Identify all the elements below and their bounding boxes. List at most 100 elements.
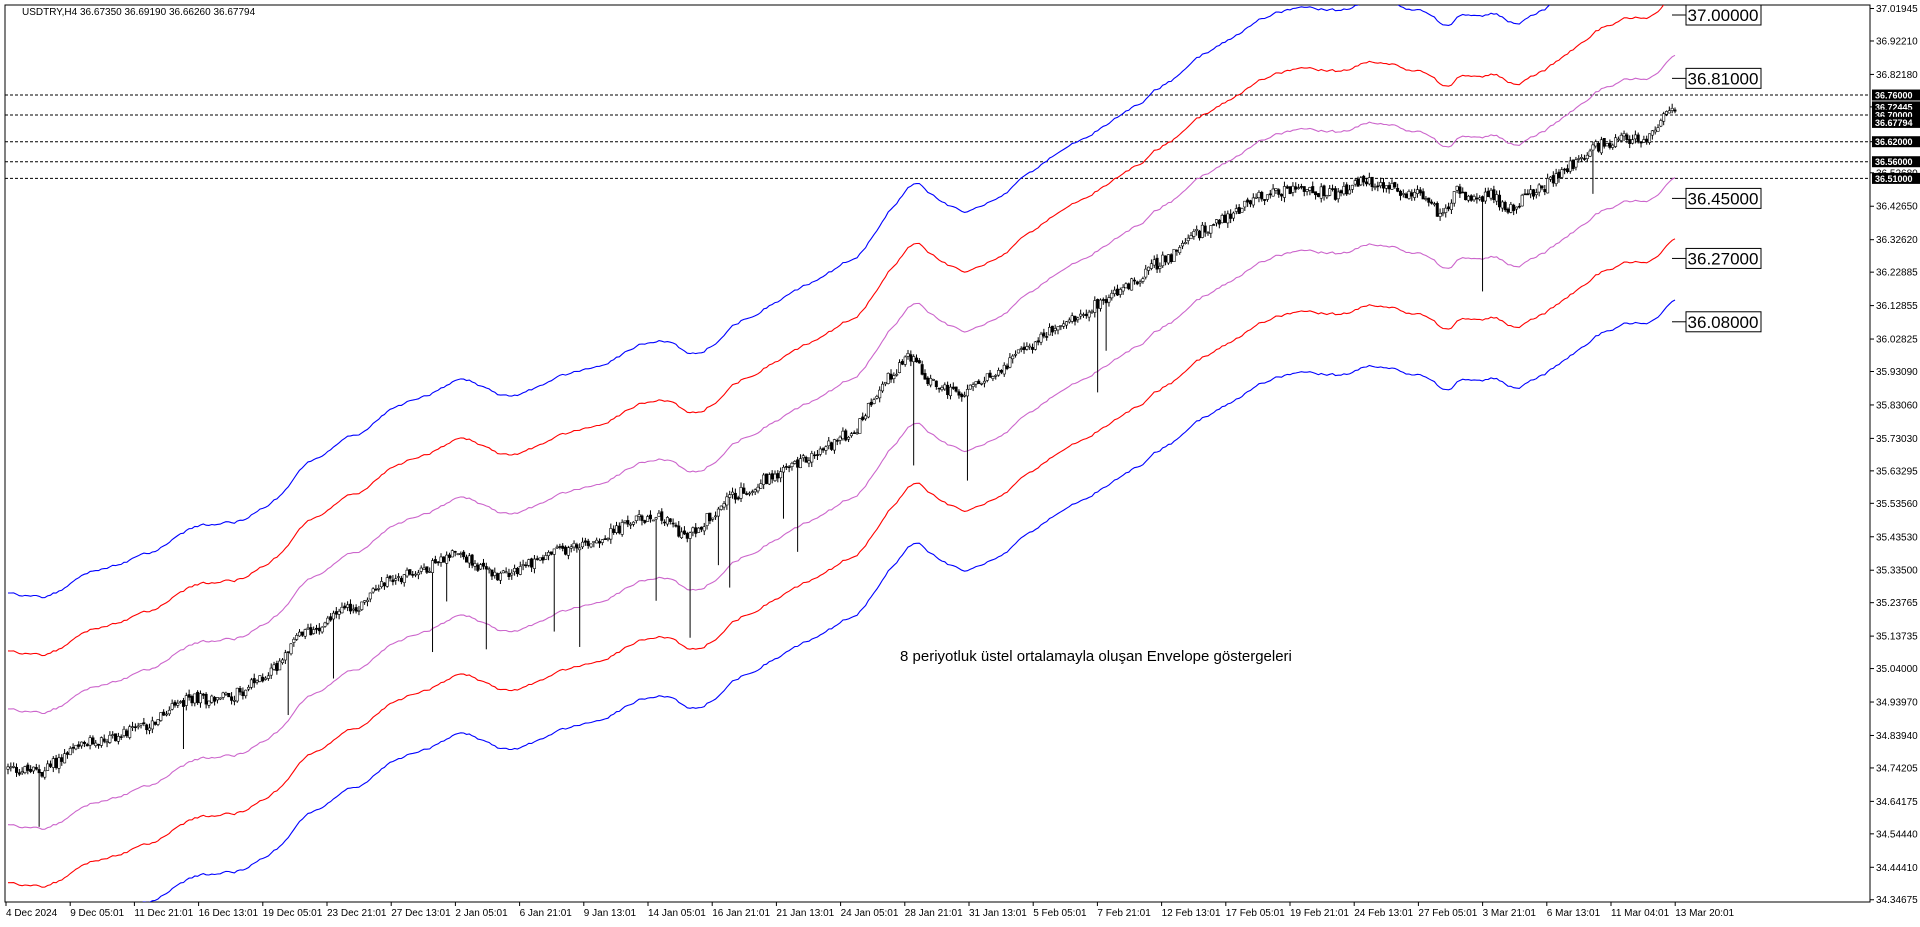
candle-body	[864, 415, 868, 420]
candle	[266, 672, 270, 681]
candle-body	[824, 446, 828, 451]
candle	[1045, 331, 1049, 341]
candle	[399, 575, 403, 585]
candle-body	[1568, 160, 1572, 172]
candle	[677, 521, 681, 538]
candle	[136, 722, 140, 730]
axes: 37.01945 36.92210 36.82180 36.72445 36.62000…	[5, 4, 1920, 919]
candle	[261, 673, 265, 683]
candle	[207, 700, 211, 709]
candle	[549, 551, 553, 556]
candle	[1101, 297, 1105, 305]
candle-body	[948, 386, 952, 397]
candle	[247, 684, 251, 692]
candle-body	[105, 741, 109, 744]
level-label-text: 37.00000	[1688, 6, 1759, 25]
candle-body	[148, 727, 152, 731]
candle	[1526, 189, 1530, 196]
candle	[581, 537, 585, 550]
candle-body	[1500, 201, 1504, 209]
candle	[838, 435, 842, 445]
candle	[82, 740, 86, 748]
candle-body	[323, 622, 327, 627]
candle-body	[906, 353, 910, 357]
candle-body	[382, 582, 386, 587]
candle-body	[442, 556, 446, 563]
candle-body	[569, 546, 573, 549]
candle	[416, 569, 420, 580]
candle-body	[360, 601, 364, 610]
candle	[43, 766, 47, 780]
candle-body	[1223, 214, 1227, 223]
candle-body	[810, 453, 814, 463]
candle-body	[1410, 192, 1414, 197]
price-tag-text: 36.62000	[1875, 137, 1913, 147]
candle	[654, 516, 658, 601]
candle	[1050, 325, 1054, 336]
candle	[29, 765, 33, 774]
candle	[481, 558, 485, 570]
candle-body	[164, 713, 168, 716]
candle-body	[153, 721, 157, 725]
candle	[272, 661, 276, 671]
candle-body	[1130, 278, 1134, 291]
candle	[99, 736, 103, 748]
candle	[1427, 197, 1431, 207]
candle	[1319, 183, 1323, 203]
candle-body	[844, 430, 848, 441]
candle	[1373, 183, 1377, 191]
candle-body	[331, 612, 335, 620]
candle	[954, 386, 958, 393]
candle	[552, 548, 556, 632]
candle-body	[1093, 300, 1097, 313]
y-tick-label: 35.93090	[1876, 367, 1918, 378]
candle	[1056, 326, 1060, 335]
candle-body	[1127, 283, 1131, 290]
candle	[906, 349, 910, 360]
candle-body	[787, 466, 791, 469]
candle-body	[487, 568, 491, 571]
candle-body	[91, 737, 95, 745]
candle-body	[23, 766, 27, 773]
candle-body	[1265, 194, 1269, 200]
candle-body	[1616, 138, 1620, 141]
candle-body	[617, 525, 621, 534]
candle	[1455, 185, 1459, 194]
candle	[348, 599, 352, 615]
candle	[150, 716, 154, 734]
candle-body	[903, 356, 907, 365]
candle-body	[549, 551, 553, 555]
candle	[586, 538, 590, 549]
candles	[6, 103, 1677, 827]
candle	[181, 697, 185, 750]
y-tick-label: 35.43530	[1876, 532, 1918, 543]
candle	[354, 604, 358, 614]
candle-body	[912, 356, 916, 363]
candle-body	[448, 554, 452, 558]
candle	[170, 699, 174, 711]
candle	[1665, 110, 1669, 117]
candle	[1254, 193, 1258, 199]
candle	[600, 539, 604, 546]
candle	[501, 569, 505, 574]
candle-body	[756, 486, 760, 492]
candle	[484, 562, 488, 650]
candle-body	[1048, 327, 1052, 336]
candle-body	[875, 396, 879, 399]
candle	[974, 381, 978, 388]
candle	[436, 560, 440, 566]
candle	[1215, 219, 1219, 227]
candle-body	[552, 548, 556, 555]
candle-body	[1585, 154, 1589, 159]
candle	[1645, 135, 1649, 145]
candle	[238, 685, 242, 696]
candle-body	[714, 515, 718, 518]
candle-body	[1611, 144, 1615, 148]
candle	[1141, 276, 1145, 284]
candle	[943, 382, 947, 391]
candle	[895, 369, 899, 377]
candle	[6, 763, 10, 775]
candle	[1246, 197, 1250, 207]
candle-body	[1565, 168, 1569, 172]
candle-body	[1164, 255, 1168, 263]
